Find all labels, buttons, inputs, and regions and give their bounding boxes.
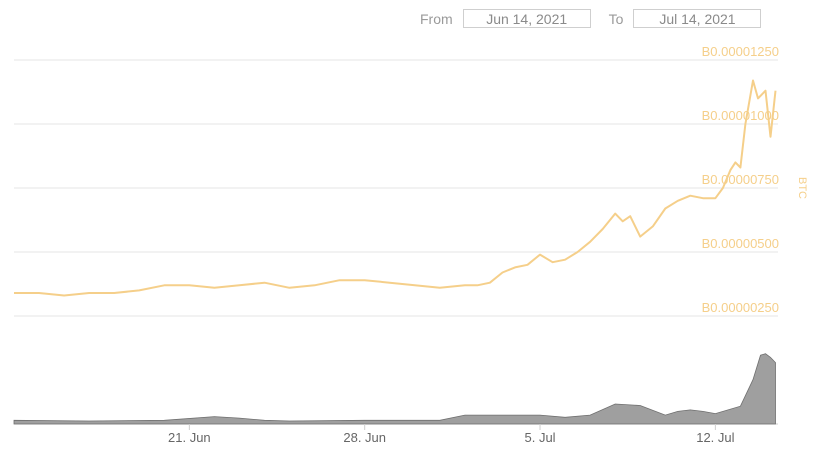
price-series (14, 79, 777, 297)
x-axis-ticks: 21. Jun 28. Jun 5. Jul 12. Jul (168, 424, 735, 445)
volume-series (13, 353, 776, 425)
y-tick-label: B0.00000750 (702, 172, 779, 187)
y-axis-ticks: B0.00000250 B0.00000500 B0.00000750 B0.0000… (702, 44, 779, 315)
y-tick-label: B0.00000250 (702, 300, 779, 315)
x-tick-label: 21. Jun (168, 430, 211, 445)
y-tick-label: B0.00000500 (702, 236, 779, 251)
to-label: To (608, 10, 624, 27)
x-tick-label: 5. Jul (524, 430, 555, 445)
price-line (14, 79, 777, 297)
gridlines (14, 59, 778, 425)
x-tick-label: 12. Jul (696, 430, 734, 445)
from-date-input[interactable]: Jun 14, 2021 (462, 9, 591, 28)
x-tick-label: 28. Jun (343, 430, 386, 445)
y-tick-label: B0.00001000 (702, 108, 779, 123)
date-range-selector: From Jun 14, 2021 To Jul 14, 2021 (420, 9, 762, 28)
from-label: From (420, 10, 453, 27)
y-axis-label: BTC (796, 177, 808, 199)
to-date-input[interactable]: Jul 14, 2021 (633, 9, 762, 28)
volume-area (13, 353, 776, 425)
y-tick-label: B0.00001250 (702, 44, 779, 59)
